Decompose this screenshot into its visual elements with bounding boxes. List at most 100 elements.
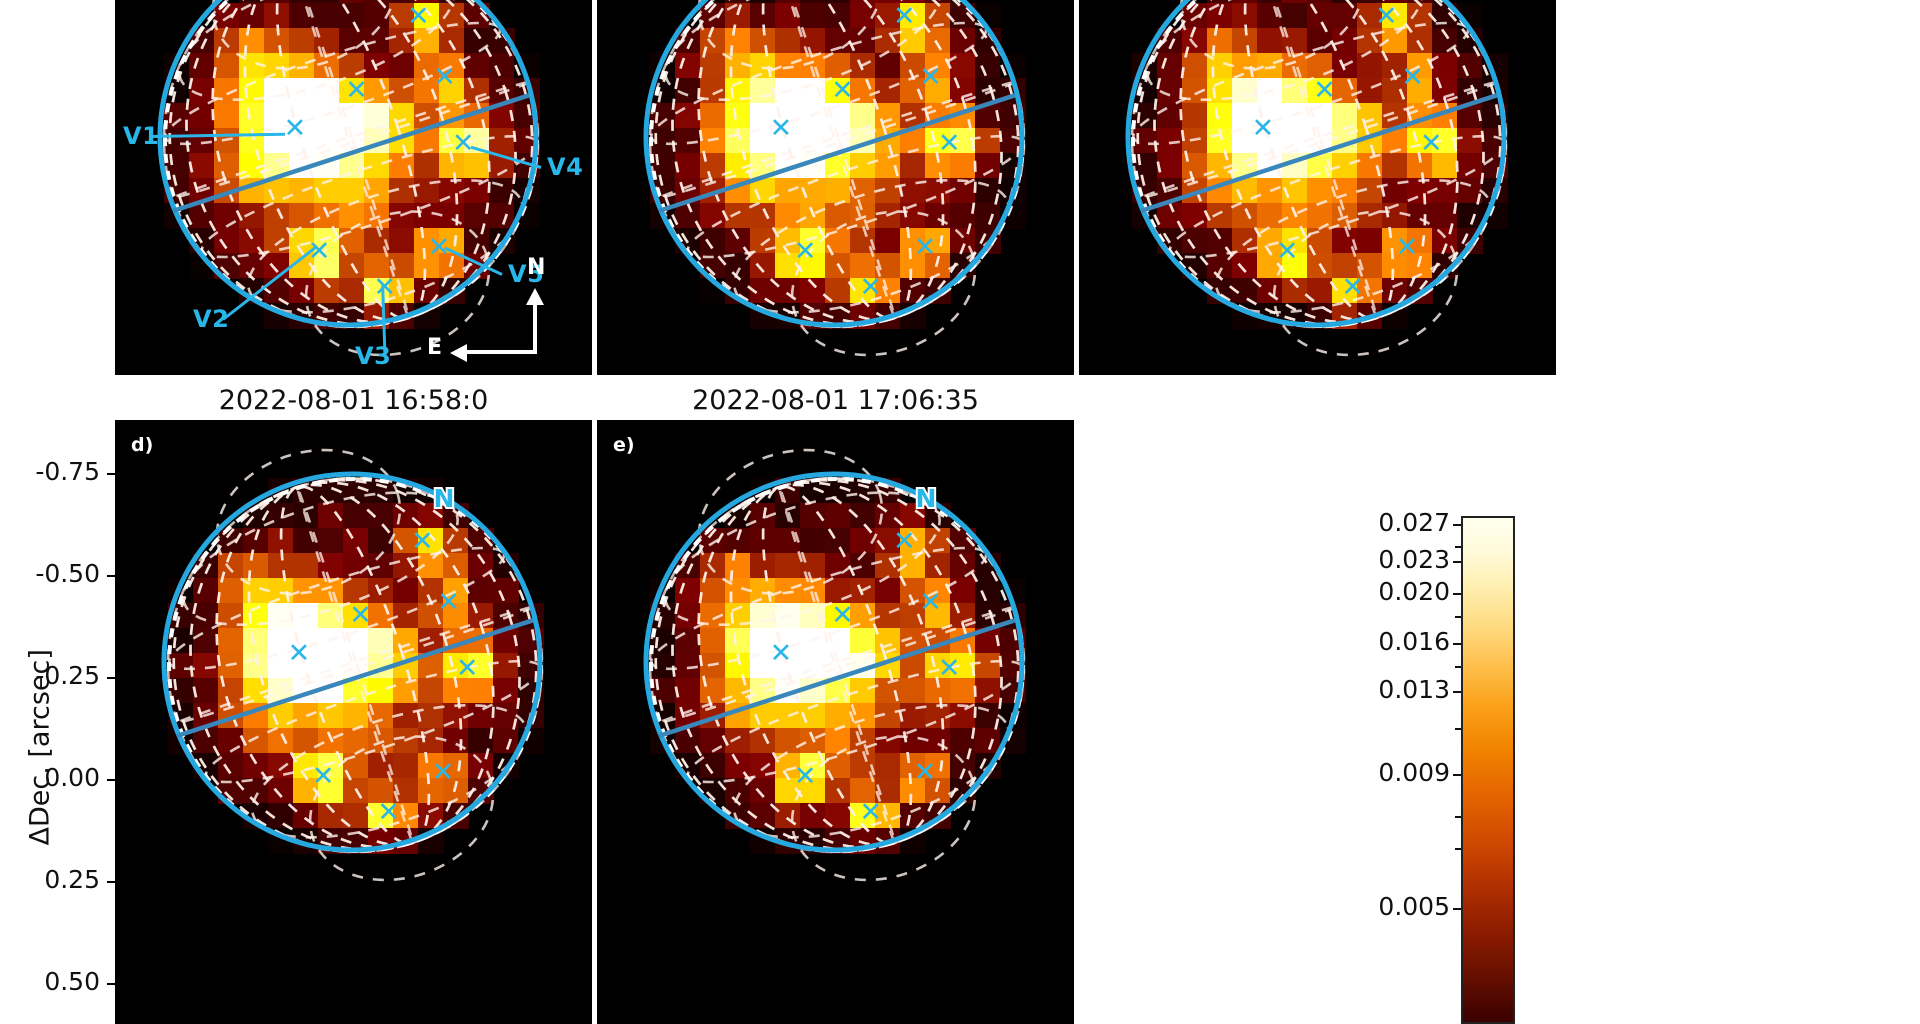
feature-marker-u2[interactable]: ✕ bbox=[893, 0, 916, 32]
feature-marker-v5[interactable]: ✕ bbox=[913, 232, 937, 264]
image-pixel bbox=[1382, 278, 1408, 304]
image-pixel bbox=[268, 653, 294, 679]
feature-marker-u2[interactable]: ✕ bbox=[411, 525, 434, 557]
image-pixel bbox=[289, 203, 315, 229]
feature-marker-v5[interactable]: ✕ bbox=[913, 757, 937, 789]
image-pixel bbox=[850, 178, 876, 204]
image-pixel bbox=[339, 3, 365, 29]
feature-marker-u1[interactable]: ✕ bbox=[1313, 75, 1336, 107]
image-pixel bbox=[1182, 228, 1208, 254]
image-pixel bbox=[975, 153, 1001, 179]
feature-marker-u1[interactable]: ✕ bbox=[831, 75, 854, 107]
image-pixel bbox=[264, 178, 290, 204]
image-pixel bbox=[289, 0, 315, 4]
feature-marker-v5[interactable]: ✕ bbox=[1395, 232, 1419, 264]
feature-marker-u2[interactable]: ✕ bbox=[893, 525, 916, 557]
image-pixel bbox=[368, 628, 394, 654]
image-pixel bbox=[264, 53, 290, 79]
image-pixel bbox=[389, 103, 415, 129]
feature-marker-v4[interactable]: ✕ bbox=[937, 127, 961, 159]
feature-marker-v1[interactable]: ✕ bbox=[769, 637, 793, 669]
feature-marker-u3[interactable]: ✕ bbox=[433, 62, 456, 94]
feature-marker-v4[interactable]: ✕ bbox=[455, 652, 479, 684]
colorbar-tick-mark bbox=[1453, 643, 1461, 646]
feature-marker-v4[interactable]: ✕ bbox=[937, 652, 961, 684]
disc-container: ✕ ✕ ✕ ✕ ✕ ✕ ✕ ✕ bbox=[115, 420, 592, 1024]
feature-marker-v4[interactable]: ✕ bbox=[1419, 127, 1443, 159]
image-pixel bbox=[1232, 103, 1258, 129]
feature-marker-u3[interactable]: ✕ bbox=[919, 587, 942, 619]
feature-marker-u3[interactable]: ✕ bbox=[1401, 62, 1424, 94]
feature-marker-v1[interactable]: ✕ bbox=[1251, 112, 1275, 144]
image-pixel bbox=[1457, 128, 1483, 154]
colorbar-tick-label: 0.027 bbox=[1378, 508, 1450, 538]
feature-marker-v2[interactable]: ✕ bbox=[307, 236, 331, 268]
y-axis-tick-label: -0.25 bbox=[35, 661, 100, 691]
image-pixel bbox=[725, 28, 751, 54]
image-pixel bbox=[900, 153, 926, 179]
feature-marker-v2[interactable]: ✕ bbox=[793, 761, 817, 793]
image-pixel bbox=[314, 78, 340, 104]
feature-marker-v2[interactable]: ✕ bbox=[793, 236, 817, 268]
feature-marker-v3[interactable]: ✕ bbox=[859, 271, 882, 303]
colorbar-tick-mark bbox=[1453, 690, 1461, 693]
image-pixel bbox=[1332, 253, 1358, 279]
image-pixel bbox=[800, 78, 826, 104]
feature-marker-u1[interactable]: ✕ bbox=[349, 600, 372, 632]
image-pixel bbox=[750, 178, 776, 204]
feature-label-v1: V1 bbox=[123, 122, 160, 150]
feature-marker-u3[interactable]: ✕ bbox=[919, 62, 942, 94]
image-pixel bbox=[900, 278, 926, 304]
image-pixel bbox=[1407, 0, 1433, 4]
image-pixel bbox=[1282, 103, 1308, 129]
feature-marker-v2[interactable]: ✕ bbox=[1275, 236, 1299, 268]
feature-marker-u2[interactable]: ✕ bbox=[1375, 0, 1398, 32]
image-pixel bbox=[950, 203, 976, 229]
feature-marker-v3[interactable]: ✕ bbox=[1341, 271, 1364, 303]
feature-marker-v1[interactable]: ✕ bbox=[287, 637, 311, 669]
colorbar[interactable] bbox=[1461, 516, 1515, 1024]
image-pixel bbox=[464, 178, 490, 204]
image-pixel bbox=[1382, 253, 1408, 279]
image-pixel bbox=[825, 178, 851, 204]
image-pixel bbox=[414, 3, 440, 29]
image-pixel bbox=[1157, 53, 1183, 79]
feature-marker-u3[interactable]: ✕ bbox=[437, 587, 460, 619]
feature-marker-u1[interactable]: ✕ bbox=[345, 75, 368, 107]
feature-marker-v1[interactable]: ✕ bbox=[769, 112, 793, 144]
panel-e-image[interactable]: ✕ ✕ ✕ ✕ ✕ ✕ ✕ ✕ N bbox=[597, 420, 1074, 1024]
feature-marker-v5[interactable]: ✕ bbox=[431, 757, 455, 789]
feature-marker-v3[interactable]: ✕ bbox=[859, 796, 882, 828]
feature-marker-v3[interactable]: ✕ bbox=[377, 796, 400, 828]
image-pixel bbox=[1207, 28, 1233, 54]
image-pixel bbox=[750, 128, 776, 154]
image-pixel bbox=[925, 78, 951, 104]
feature-marker-v3[interactable]: ✕ bbox=[373, 271, 396, 303]
panel-d-image[interactable]: ✕ ✕ ✕ ✕ ✕ ✕ ✕ ✕ N bbox=[115, 420, 592, 1024]
feature-marker-u1[interactable]: ✕ bbox=[831, 600, 854, 632]
feature-marker-v5[interactable]: ✕ bbox=[427, 232, 451, 264]
panel-b-image[interactable]: ✕ ✕ ✕ ✕ ✕ ✕ ✕ ✕ bbox=[597, 0, 1074, 375]
image-pixel bbox=[189, 103, 215, 129]
image-pixel bbox=[700, 228, 726, 254]
colorbar-tick-label: 0.005 bbox=[1378, 891, 1450, 921]
image-pixel bbox=[414, 228, 440, 254]
feature-marker-v1[interactable]: ✕ bbox=[283, 112, 307, 144]
image-pixel bbox=[418, 528, 444, 554]
image-pixel bbox=[343, 578, 369, 604]
panel-c-image[interactable]: ✕ ✕ ✕ ✕ ✕ ✕ ✕ ✕ bbox=[1079, 0, 1556, 375]
feature-marker-v2[interactable]: ✕ bbox=[311, 761, 335, 793]
feature-label-v5: V5 bbox=[508, 260, 545, 288]
image-pixel bbox=[318, 603, 344, 629]
image-pixel bbox=[468, 678, 494, 704]
image-pixel bbox=[189, 53, 215, 79]
feature-marker-u2[interactable]: ✕ bbox=[407, 0, 430, 32]
image-pixel bbox=[243, 553, 269, 579]
feature-marker-v4[interactable]: ✕ bbox=[451, 127, 475, 159]
image-pixel bbox=[268, 603, 294, 629]
image-pixel bbox=[1307, 78, 1333, 104]
image-pixel bbox=[214, 103, 240, 129]
colorbar-minor-tick bbox=[1455, 815, 1461, 818]
panel-a-image[interactable]: ✕ ✕ ✕ ✕ ✕ ✕ ✕ ✕ V1 V2 V3 V4 V5 N E bbox=[115, 0, 592, 375]
colorbar-tick-mark bbox=[1453, 774, 1461, 777]
